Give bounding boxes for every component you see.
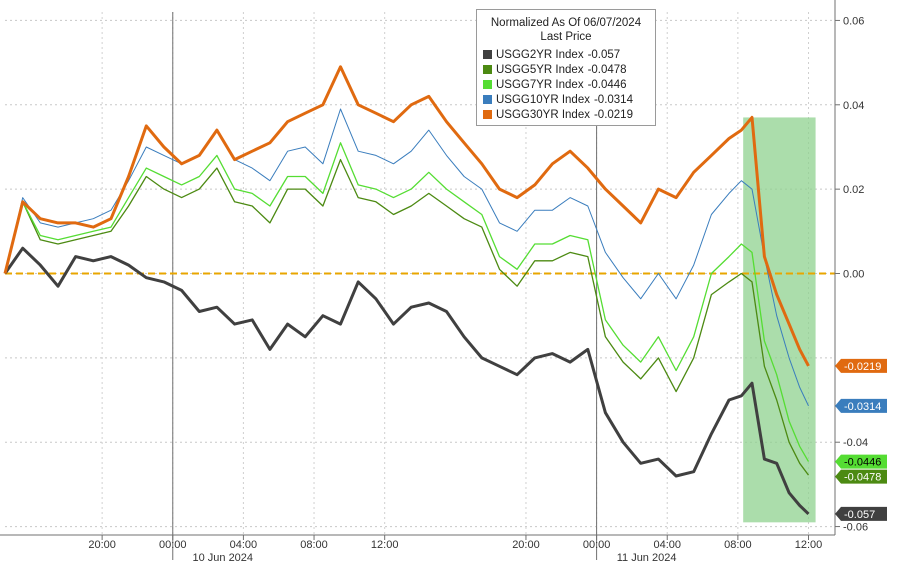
x-tick-label: 08:00: [724, 539, 752, 551]
legend-series-name: USGG2YR Index: [496, 48, 584, 61]
y-tick-label: 0.04: [843, 100, 864, 112]
legend-swatch: [483, 95, 492, 104]
last-value-text: -0.0478: [844, 472, 881, 484]
legend-swatch: [483, 50, 492, 59]
highlight-region: [743, 117, 816, 523]
last-value-badge-bg: [835, 506, 887, 521]
last-value-labels: -0.0219 -0.0314 -0.0446 -0.0478 -0.057: [835, 358, 887, 521]
last-value-badge: -0.057: [835, 506, 887, 521]
legend-item: USGG10YR Index -0.0314: [483, 92, 655, 107]
last-value-badge: -0.0446: [835, 454, 887, 469]
last-value-text: -0.057: [844, 509, 875, 521]
x-tick-label: 00:00: [583, 539, 611, 551]
legend-swatch: [483, 65, 492, 74]
y-tick-label: -0.06: [843, 522, 868, 534]
y-tick-label: 0.06: [843, 15, 864, 27]
legend-rows: USGG2YR Index -0.057 USGG5YR Index -0.047…: [477, 47, 655, 122]
y-tick-label: 0.00: [843, 269, 864, 281]
y-axis-ticks: 0.06 0.04 0.02 0.00 -0.04 -0.06: [835, 15, 868, 534]
last-value-badge-bg: [835, 454, 887, 469]
x-tick-label: 12:00: [795, 539, 823, 551]
legend-series-name: USGG30YR Index: [496, 108, 590, 121]
legend-series-value: -0.057: [587, 48, 621, 61]
series-line-usgg30yr-index: [3, 65, 810, 367]
series-line-usgg10yr-index: [4, 108, 809, 407]
last-value-text: -0.0219: [844, 361, 881, 373]
series-line-usgg2yr-index: [3, 246, 810, 515]
x-tick-label: 12:00: [371, 539, 399, 551]
legend-series-name: USGG10YR Index: [496, 93, 590, 106]
legend-series-name: USGG7YR Index: [496, 78, 584, 91]
x-axis-dates: 10 Jun 2024 11 Jun 2024: [192, 552, 676, 564]
series-line-usgg7yr-index: [4, 142, 810, 462]
legend-series-value: -0.0314: [593, 93, 633, 106]
last-value-text: -0.0314: [844, 401, 881, 413]
y-tick-label: 0.02: [843, 184, 864, 196]
series-lines: [3, 65, 810, 515]
last-value-badge: -0.0478: [835, 469, 887, 484]
legend-item: USGG7YR Index -0.0446: [483, 77, 655, 92]
legend-swatch: [483, 80, 492, 89]
last-value-text: -0.0446: [844, 457, 881, 469]
legend-series-value: -0.0446: [587, 78, 627, 91]
legend-series-value: -0.0219: [593, 108, 633, 121]
last-value-badge-bg: [835, 469, 887, 484]
x-tick-label: 04:00: [230, 539, 258, 551]
legend-swatch: [483, 110, 492, 119]
legend: Normalized As Of 06/07/2024 Last Price U…: [476, 9, 656, 126]
x-tick-label: 08:00: [300, 539, 328, 551]
x-axis-ticks: 20:00 00:00 04:00 08:00 12:00 20:00 00:00 04:00…: [88, 535, 822, 551]
last-value-badge-bg: [835, 358, 887, 373]
last-value-badge-bg: [835, 398, 887, 413]
x-tick-label: 00:00: [159, 539, 187, 551]
x-tick-label: 20:00: [88, 539, 116, 551]
y-tick-label: -0.04: [843, 437, 868, 449]
legend-item: USGG2YR Index -0.057: [483, 47, 655, 62]
legend-subtitle: Last Price: [540, 31, 592, 43]
x-tick-label: 20:00: [512, 539, 540, 551]
legend-title: Normalized As Of 06/07/2024: [490, 17, 642, 29]
grid: [5, 12, 835, 560]
x-date-label: 10 Jun 2024: [192, 552, 253, 564]
legend-series-value: -0.0478: [587, 63, 627, 76]
series-line-usgg5yr-index: [4, 158, 810, 476]
last-value-badge: -0.0219: [835, 358, 887, 373]
legend-item: USGG5YR Index -0.0478: [483, 62, 655, 77]
legend-item: USGG30YR Index -0.0219: [483, 107, 655, 122]
legend-series-name: USGG5YR Index: [496, 63, 584, 76]
x-tick-label: 04:00: [653, 539, 681, 551]
last-value-badge: -0.0314: [835, 398, 887, 413]
x-date-label: 11 Jun 2024: [617, 552, 677, 564]
